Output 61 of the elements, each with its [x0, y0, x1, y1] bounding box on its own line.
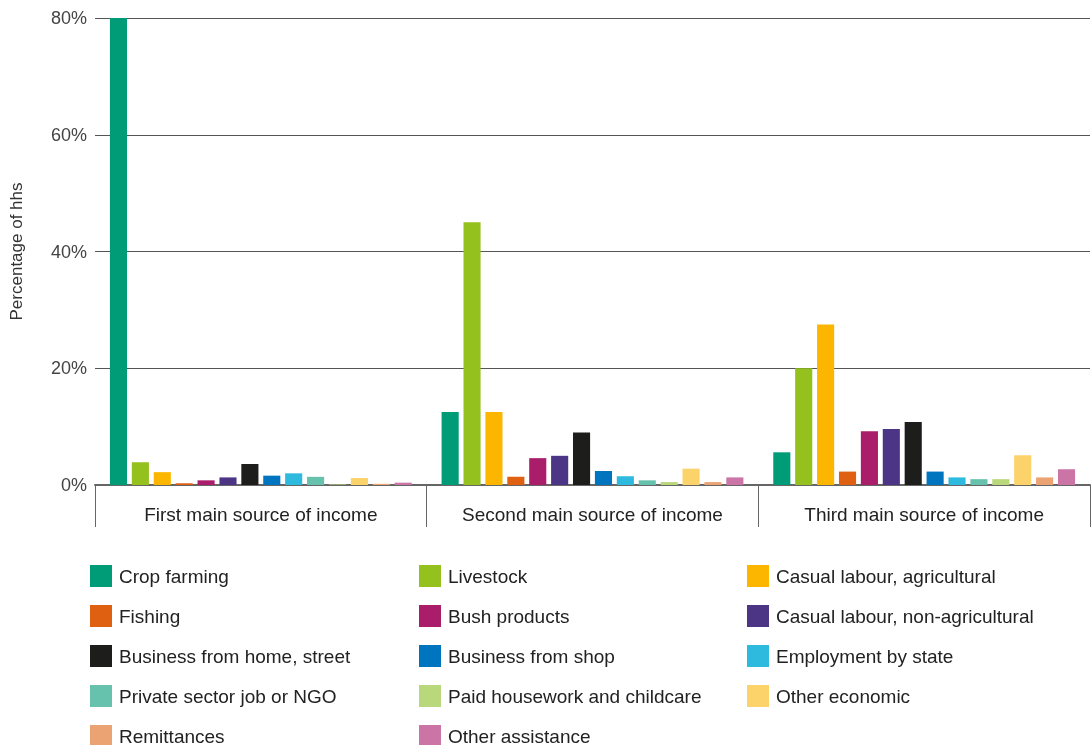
y-axis-title: Percentage of hhs: [7, 182, 26, 321]
bar: [638, 480, 656, 485]
bar: [109, 18, 128, 485]
bar: [904, 421, 922, 485]
bar: [131, 462, 149, 485]
y-tick-label: 80%: [50, 8, 87, 28]
x-tick-label: First main source of income: [144, 504, 378, 525]
bar: [795, 368, 813, 485]
bar: [970, 479, 988, 485]
bar: [773, 452, 791, 485]
legend-label: Private sector job or NGO: [119, 685, 337, 707]
legend-label: Casual labour, non-agricultural: [776, 605, 1034, 627]
bar: [948, 477, 966, 485]
bar: [350, 478, 368, 485]
legend-label: Paid housework and childcare: [448, 685, 702, 707]
legend-label: Bush products: [448, 605, 570, 627]
bar: [992, 479, 1010, 485]
bar: [660, 482, 678, 485]
bar: [197, 480, 215, 485]
x-tick-label: Second main source of income: [462, 504, 723, 525]
bar: [463, 222, 481, 485]
bar: [263, 475, 281, 485]
legend-label: Business from home, street: [119, 645, 351, 667]
bar: [307, 476, 325, 485]
bar: [616, 476, 634, 485]
bar: [153, 472, 171, 485]
y-tick-label: 0%: [60, 475, 87, 495]
legend-label: Other assistance: [448, 725, 591, 745]
bar: [926, 471, 944, 485]
bar: [838, 471, 857, 485]
bar: [726, 477, 744, 485]
legend-label: Livestock: [448, 565, 528, 587]
bar: [882, 428, 900, 485]
bar: [285, 473, 303, 485]
legend-label: Other economic: [776, 685, 911, 707]
bar: [1036, 477, 1054, 485]
legend-label: Crop farming: [119, 565, 229, 587]
legend-label: Employment by state: [776, 645, 954, 667]
bar: [1014, 455, 1032, 485]
legend-label: Fishing: [119, 605, 181, 627]
legend-label: Remittances: [119, 725, 225, 745]
bar: [219, 477, 237, 485]
bar: [572, 432, 591, 485]
legend-label: Business from shop: [448, 645, 615, 667]
bar: [551, 455, 569, 485]
bar: [860, 431, 878, 485]
bar: [507, 476, 525, 485]
y-tick-label: 40%: [50, 241, 87, 262]
bar: [529, 458, 547, 485]
bar: [817, 324, 835, 485]
y-tick-label: 20%: [50, 358, 87, 379]
bar: [594, 470, 613, 485]
x-tick-label: Third main source of income: [804, 504, 1045, 525]
bar: [1057, 469, 1076, 485]
bar: [704, 482, 722, 485]
legend-label: Casual labour, agricultural: [776, 565, 996, 587]
bar: [441, 412, 459, 485]
y-tick-label: 60%: [50, 124, 87, 145]
bar: [241, 463, 259, 485]
bar: [682, 468, 700, 485]
bar: [485, 412, 503, 485]
